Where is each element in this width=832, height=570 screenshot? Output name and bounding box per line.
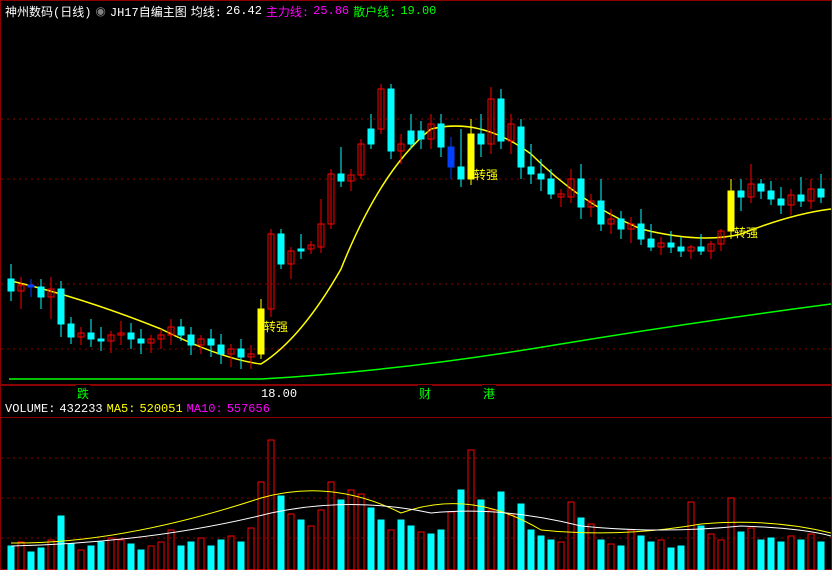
svg-text:转强: 转强 <box>734 225 758 240</box>
check-icon: ◉ <box>95 4 105 19</box>
main-label: 主力线: <box>266 3 309 20</box>
svg-text:转强: 转强 <box>264 319 288 334</box>
cai-label: 财 <box>418 385 432 402</box>
ma5-value: 520051 <box>139 402 182 416</box>
avg-value: 26.42 <box>226 4 262 18</box>
indicator-name: JH17自编主图 <box>110 3 187 20</box>
retail-value: 19.00 <box>400 4 436 18</box>
ma10-value: 557656 <box>227 402 270 416</box>
stock-name: 神州数码(日线) <box>5 3 91 20</box>
ma5-label: MA5: <box>107 402 136 416</box>
middle-label-row: 跌 18.00 财 港 <box>1 385 831 401</box>
retail-label: 散户线: <box>353 3 396 20</box>
die-label: 跌 <box>76 385 90 402</box>
main-chart-header: 神州数码(日线) ◉ JH17自编主图 均线: 26.42 主力线: 25.86… <box>5 3 436 19</box>
vol-label: VOLUME: <box>5 402 55 416</box>
svg-text:转强: 转强 <box>474 167 498 182</box>
volume-chart-svg <box>1 418 832 570</box>
main-candlestick-chart[interactable]: 转强转强转强 <box>1 19 831 385</box>
avg-label: 均线: <box>191 3 222 20</box>
main-value: 25.86 <box>313 4 349 18</box>
price-mark: 18.00 <box>260 387 298 401</box>
volume-header: VOLUME: 432233 MA5: 520051 MA10: 557656 <box>5 401 270 417</box>
main-chart-svg: 转强转强转强 <box>1 19 832 385</box>
ma10-label: MA10: <box>187 402 223 416</box>
vol-value: 432233 <box>59 402 102 416</box>
gang-label: 港 <box>482 385 496 402</box>
chart-container: 神州数码(日线) ◉ JH17自编主图 均线: 26.42 主力线: 25.86… <box>0 0 832 570</box>
volume-chart[interactable] <box>1 417 831 569</box>
